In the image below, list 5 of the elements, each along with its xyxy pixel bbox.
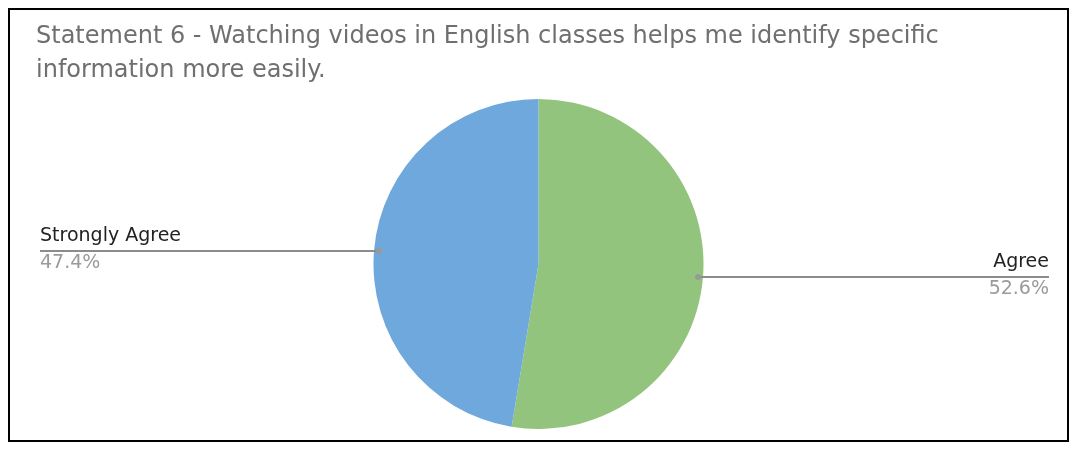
data-label: 52.6% [988, 276, 1049, 299]
slice-label: Strongly Agree [40, 223, 182, 246]
data-label: 47.4% [40, 250, 101, 273]
chart-title: Statement 6 - Watching videos in English classes helps me identify specific information more easily. [36, 20, 940, 85]
slice-label: Agree [993, 249, 1049, 272]
